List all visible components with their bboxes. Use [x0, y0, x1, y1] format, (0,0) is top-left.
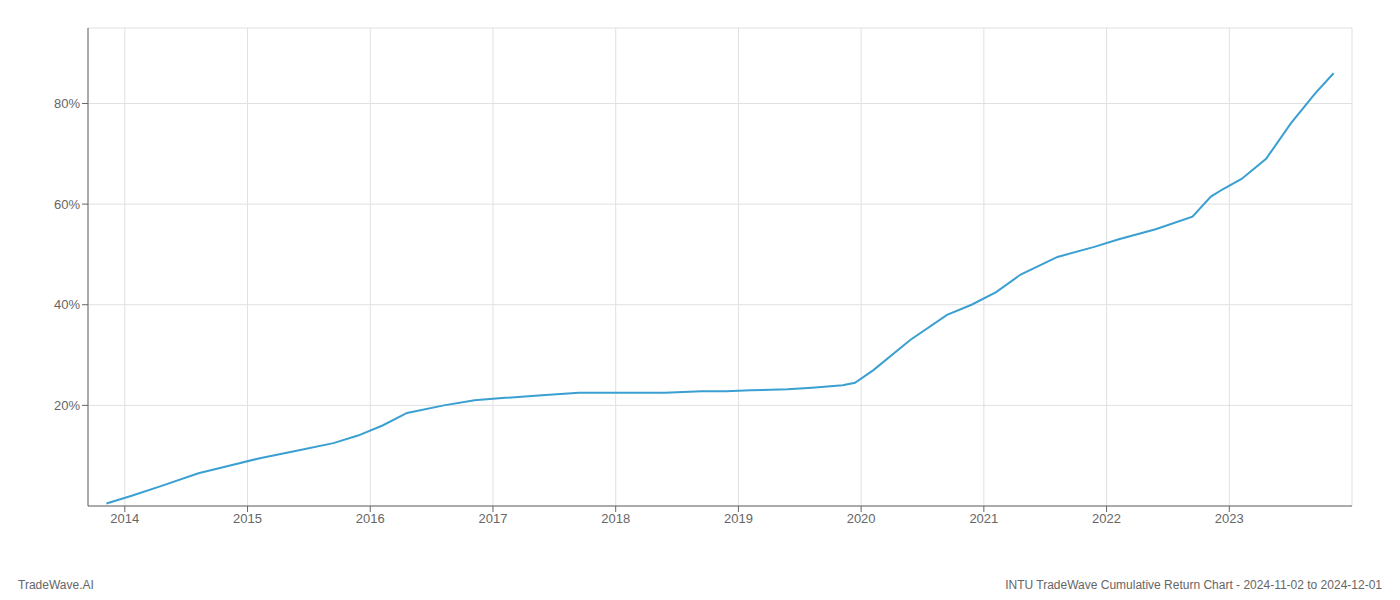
- svg-text:2022: 2022: [1092, 511, 1121, 526]
- svg-text:2021: 2021: [969, 511, 998, 526]
- svg-text:2016: 2016: [356, 511, 385, 526]
- svg-text:2019: 2019: [724, 511, 753, 526]
- svg-text:2015: 2015: [233, 511, 262, 526]
- svg-text:2017: 2017: [479, 511, 508, 526]
- svg-text:2020: 2020: [847, 511, 876, 526]
- svg-text:80%: 80%: [54, 96, 80, 111]
- svg-text:2018: 2018: [601, 511, 630, 526]
- svg-text:60%: 60%: [54, 197, 80, 212]
- svg-text:2014: 2014: [110, 511, 139, 526]
- svg-text:20%: 20%: [54, 398, 80, 413]
- svg-text:40%: 40%: [54, 297, 80, 312]
- html-text:INTU TradeWave Cumulative Retu: INTU TradeWave Cumulative Return Chart -…: [1005, 578, 1382, 592]
- html-text:TradeWave.AI: TradeWave.AI: [18, 578, 94, 592]
- svg-text:2023: 2023: [1215, 511, 1244, 526]
